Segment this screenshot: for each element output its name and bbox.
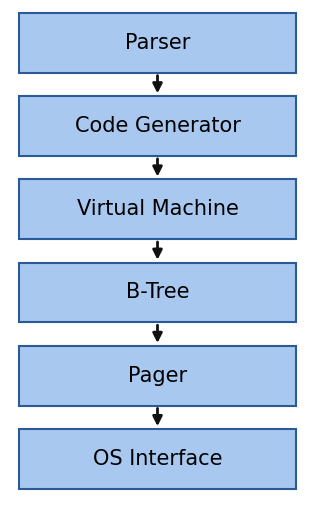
FancyBboxPatch shape (19, 263, 296, 322)
FancyBboxPatch shape (19, 179, 296, 239)
FancyBboxPatch shape (19, 429, 296, 489)
FancyBboxPatch shape (19, 96, 296, 156)
Text: Virtual Machine: Virtual Machine (77, 199, 238, 219)
Text: Code Generator: Code Generator (75, 116, 240, 136)
Text: Parser: Parser (125, 33, 190, 53)
Text: Pager: Pager (128, 366, 187, 386)
FancyBboxPatch shape (19, 346, 296, 406)
FancyBboxPatch shape (19, 13, 296, 73)
Text: B-Tree: B-Tree (126, 282, 189, 303)
Text: OS Interface: OS Interface (93, 449, 222, 469)
